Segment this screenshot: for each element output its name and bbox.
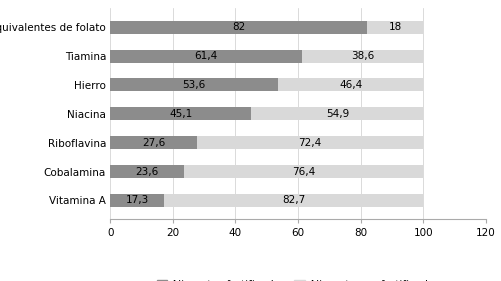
Text: 23,6: 23,6: [136, 167, 159, 176]
Text: 72,4: 72,4: [299, 138, 322, 148]
Bar: [278, 78, 423, 91]
Bar: [110, 136, 196, 149]
Text: 46,4: 46,4: [339, 80, 362, 90]
Bar: [184, 165, 423, 178]
Text: 54,9: 54,9: [326, 109, 349, 119]
Bar: [110, 78, 278, 91]
Bar: [164, 194, 423, 207]
Text: 53,6: 53,6: [182, 80, 206, 90]
Bar: [110, 165, 184, 178]
Bar: [110, 49, 303, 63]
Text: 17,3: 17,3: [126, 195, 149, 205]
Legend: Alimentos fortificados, Alimentos no fortificados: Alimentos fortificados, Alimentos no for…: [152, 276, 444, 281]
Bar: [303, 49, 423, 63]
Text: 82,7: 82,7: [282, 195, 306, 205]
Text: 76,4: 76,4: [292, 167, 315, 176]
Text: 38,6: 38,6: [351, 51, 375, 61]
Bar: [110, 21, 367, 34]
Bar: [367, 21, 423, 34]
Text: 18: 18: [389, 22, 402, 32]
Text: 61,4: 61,4: [195, 51, 218, 61]
Bar: [252, 107, 423, 120]
Text: 45,1: 45,1: [169, 109, 192, 119]
Bar: [110, 107, 252, 120]
Text: 27,6: 27,6: [142, 138, 165, 148]
Bar: [110, 194, 164, 207]
Text: 82: 82: [232, 22, 245, 32]
Bar: [196, 136, 423, 149]
